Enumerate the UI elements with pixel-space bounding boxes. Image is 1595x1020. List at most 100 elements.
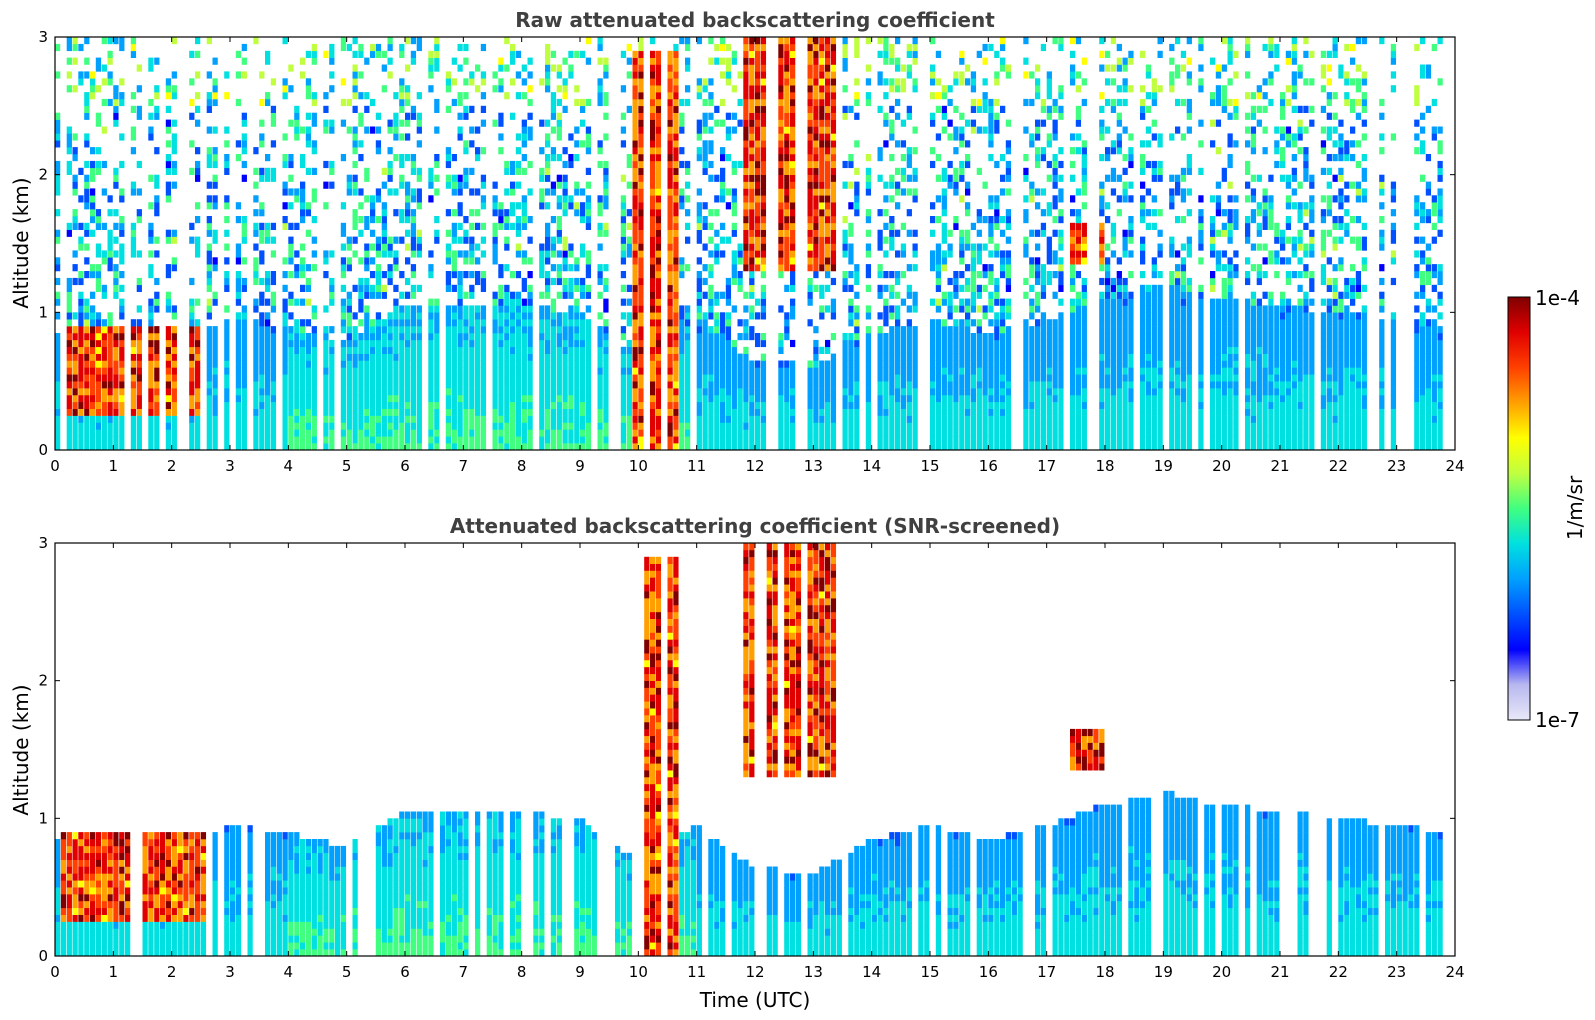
heatmap-cell: [498, 394, 504, 403]
heatmap-cell: [434, 353, 440, 361]
heatmap-cell: [895, 346, 901, 354]
heatmap-cell: [265, 154, 271, 162]
heatmap-cell: [113, 92, 119, 100]
heatmap-cell: [667, 277, 673, 286]
heatmap-cell: [428, 394, 434, 403]
heatmap-cell: [130, 222, 137, 230]
heatmap-cell: [370, 367, 376, 375]
heatmap-cell: [883, 78, 889, 86]
heatmap-cell: [655, 360, 662, 368]
heatmap-cell: [480, 388, 487, 396]
heatmap-cell: [842, 271, 848, 279]
heatmap-cell: [428, 415, 434, 423]
heatmap-cell: [113, 436, 119, 444]
heatmap-cell: [55, 257, 61, 265]
heatmap-cell: [545, 57, 551, 65]
heatmap-cell: [329, 291, 335, 299]
heatmap-cell: [521, 319, 527, 327]
heatmap-cell: [970, 394, 977, 403]
heatmap-cell: [895, 422, 901, 430]
heatmap-cell: [510, 408, 516, 416]
heatmap-cell: [749, 202, 755, 210]
heatmap-cell: [970, 298, 977, 306]
heatmap-cell: [906, 415, 912, 423]
heatmap-cell: [95, 346, 102, 354]
heatmap-cell: [154, 305, 160, 313]
heatmap-cell: [819, 367, 825, 375]
heatmap-cell: [830, 381, 837, 389]
heatmap-cell: [970, 415, 977, 423]
heatmap-cell: [358, 422, 364, 430]
heatmap-cell: [90, 78, 96, 86]
heatmap-cell: [679, 257, 685, 265]
heatmap-cell: [632, 222, 638, 230]
heatmap-cell: [521, 401, 527, 409]
heatmap-cell: [941, 195, 947, 203]
heatmap-cell: [970, 264, 977, 272]
heatmap-cell: [620, 415, 627, 423]
heatmap-cell: [515, 339, 522, 348]
heatmap-cell: [854, 367, 860, 375]
heatmap-cell: [673, 57, 679, 65]
heatmap-cell: [90, 408, 96, 416]
heatmap-cell: [253, 167, 259, 175]
heatmap-cell: [585, 319, 592, 327]
heatmap-cell: [842, 236, 848, 244]
heatmap-cell: [346, 291, 352, 299]
heatmap-cell: [352, 401, 358, 409]
heatmap-cell: [760, 222, 767, 230]
heatmap-cell: [370, 126, 376, 134]
heatmap-cell: [854, 195, 860, 203]
heatmap-cell: [807, 216, 813, 224]
heatmap-cell: [539, 147, 545, 155]
heatmap-cell: [66, 229, 72, 237]
heatmap-cell: [311, 443, 317, 450]
heatmap-cell: [78, 339, 84, 348]
heatmap-cell: [696, 353, 702, 361]
heatmap-cell: [480, 202, 487, 210]
heatmap-cell: [760, 133, 767, 141]
heatmap-cell: [889, 154, 895, 162]
heatmap-cell: [842, 394, 848, 403]
heatmap-cell: [626, 298, 632, 306]
heatmap-cell: [632, 188, 638, 196]
heatmap-cell: [527, 374, 533, 382]
heatmap-cell: [597, 436, 603, 444]
heatmap-cell: [498, 319, 504, 327]
heatmap-cell: [119, 326, 125, 334]
heatmap-cell: [970, 443, 977, 450]
heatmap-cell: [708, 37, 714, 45]
heatmap-cell: [358, 188, 364, 196]
heatmap-cell: [405, 326, 411, 334]
heatmap-cell: [504, 92, 510, 100]
heatmap-cell: [259, 408, 265, 416]
heatmap-cell: [953, 167, 959, 175]
heatmap-cell: [749, 291, 755, 299]
heatmap-cell: [539, 312, 545, 320]
heatmap-cell: [370, 388, 376, 396]
heatmap-cell: [340, 271, 347, 279]
heatmap-cell: [72, 57, 78, 65]
heatmap-cell: [626, 43, 632, 52]
heatmap-cell: [597, 147, 603, 155]
heatmap-cell: [90, 174, 96, 182]
heatmap-cell: [410, 408, 417, 416]
heatmap-cell: [270, 222, 277, 230]
heatmap-cell: [451, 381, 457, 389]
heatmap-cell: [329, 408, 335, 416]
heatmap-cell: [562, 188, 568, 196]
heatmap-cell: [515, 346, 522, 354]
heatmap-cell: [743, 381, 749, 389]
heatmap-cell: [959, 422, 965, 430]
heatmap-cell: [941, 360, 947, 368]
heatmap-cell: [638, 174, 644, 182]
heatmap-cell: [78, 360, 84, 368]
heatmap-cell: [825, 271, 831, 279]
heatmap-cell: [521, 436, 527, 444]
heatmap-cell: [679, 422, 685, 430]
heatmap-cell: [340, 367, 347, 375]
heatmap-cell: [165, 271, 172, 279]
heatmap-cell: [912, 167, 918, 175]
heatmap-cell: [340, 78, 347, 86]
heatmap-cell: [206, 202, 212, 210]
